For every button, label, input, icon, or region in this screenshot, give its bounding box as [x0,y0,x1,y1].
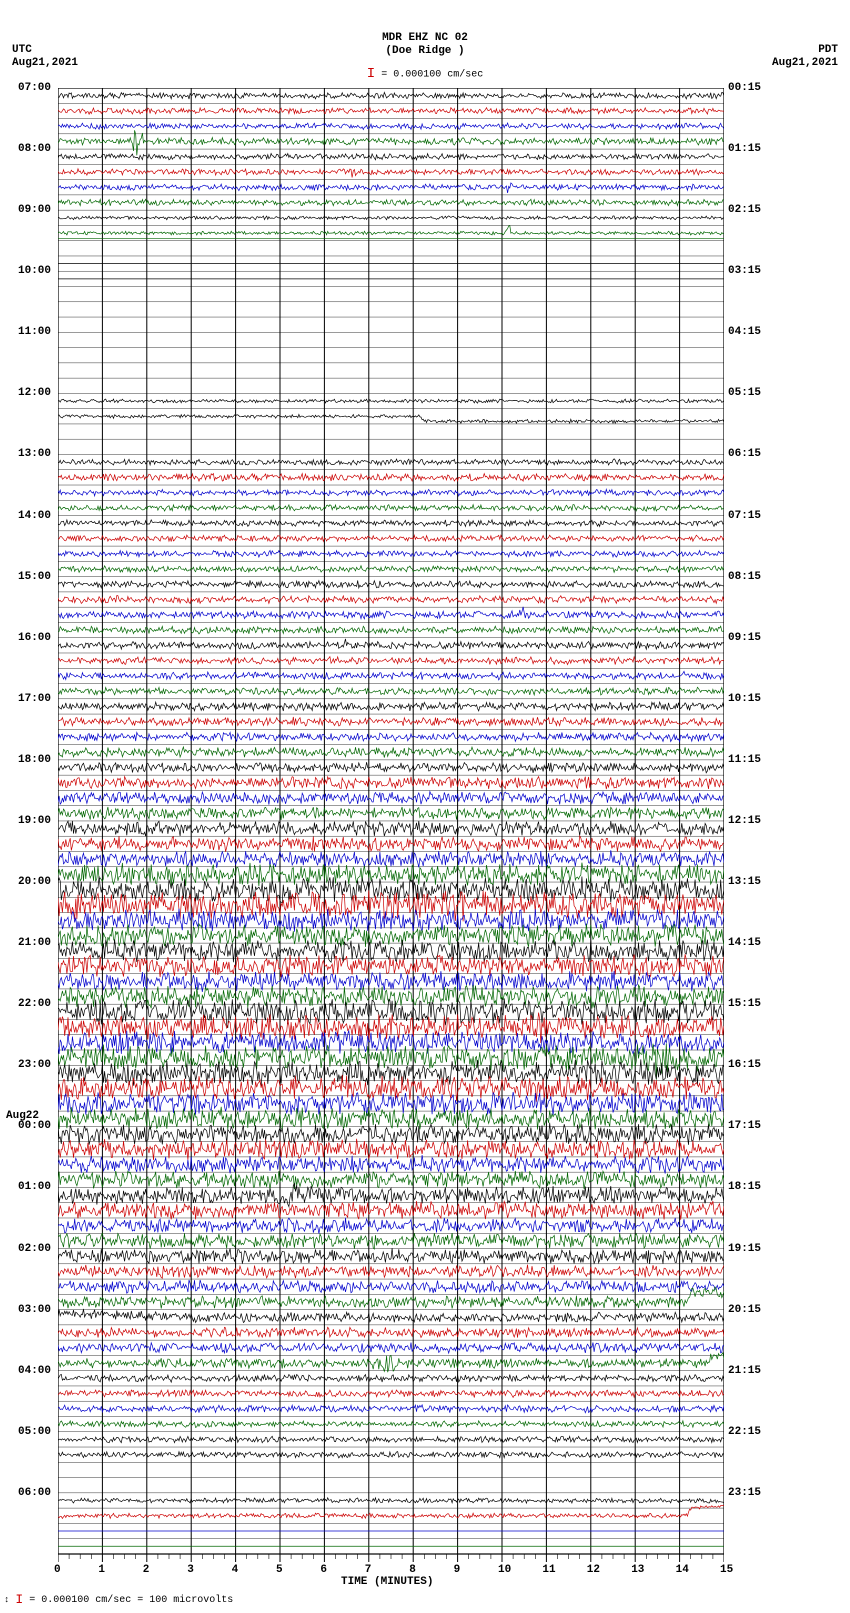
right-hour-label: 17:15 [728,1120,761,1132]
right-tz: PDT [772,44,838,57]
x-tick-label: 1 [98,1564,105,1576]
footer-legend-text: = 0.000100 cm/sec = 100 microvolts [29,1595,233,1606]
x-tick-label: 7 [365,1564,372,1576]
right-hour-label: 07:15 [728,510,761,522]
x-tick-label: 15 [720,1564,733,1576]
left-label: 16:00 [18,632,51,644]
right-hour-label: 01:15 [728,143,761,155]
right-hour-label: 19:15 [728,1243,761,1255]
x-tick-label: 13 [631,1564,644,1576]
left-label: 18:00 [18,754,51,766]
left-label: 14:00 [18,510,51,522]
right-hour-label: 10:15 [728,693,761,705]
x-tick-label: 2 [143,1564,150,1576]
x-tick-label: 0 [54,1564,61,1576]
left-label: 02:00 [18,1243,51,1255]
left-label: 03:00 [18,1304,51,1316]
x-tick-label: 6 [320,1564,327,1576]
left-label: 17:00 [18,693,51,705]
left-label: 01:00 [18,1181,51,1193]
left-label: 22:00 [18,998,51,1010]
right-hour-label: 23:15 [728,1487,761,1499]
left-label: 11:00 [18,326,51,338]
right-hour-label: 13:15 [728,876,761,888]
right-hour-label: 12:15 [728,815,761,827]
right-hour-label: 05:15 [728,387,761,399]
seismogram-svg [58,88,724,1596]
right-hour-label: 21:15 [728,1365,761,1377]
right-hour-label: 11:15 [728,754,761,766]
scale-legend-text: = 0.000100 cm/sec [381,70,483,81]
x-tick-label: 4 [232,1564,239,1576]
right-hour-label: 18:15 [728,1181,761,1193]
x-tick-label: 14 [676,1564,689,1576]
right-hour-label: 09:15 [728,632,761,644]
left-label: 06:00 [18,1487,51,1499]
plot-area [58,88,724,1554]
right-hour-label: 06:15 [728,448,761,460]
left-label: 10:00 [18,265,51,277]
scale-legend: I = 0.000100 cm/sec [0,66,850,82]
right-hour-label: 00:15 [728,82,761,94]
left-label: 21:00 [18,937,51,949]
left-label: 19:00 [18,815,51,827]
header-center: MDR EHZ NC 02 (Doe Ridge ) [0,32,850,58]
left-label: 23:00 [18,1059,51,1071]
left-label: 08:00 [18,143,51,155]
left-label: 13:00 [18,448,51,460]
x-tick-label: 12 [587,1564,600,1576]
left-label: 12:00 [18,387,51,399]
left-label: 15:00 [18,571,51,583]
left-label: 09:00 [18,204,51,216]
left-label: 04:00 [18,1365,51,1377]
footer-legend: ↕ I = 0.000100 cm/sec = 100 microvolts [4,1592,233,1607]
x-tick-label: 11 [542,1564,555,1576]
left-label: 07:00 [18,82,51,94]
x-tick-label: 10 [498,1564,511,1576]
right-hour-label: 16:15 [728,1059,761,1071]
right-hour-label: 15:15 [728,998,761,1010]
right-hour-label: 08:15 [728,571,761,583]
station-line1: MDR EHZ NC 02 [0,32,850,45]
right-hour-label: 04:15 [728,326,761,338]
left-label: 20:00 [18,876,51,888]
x-tick-label: 3 [187,1564,194,1576]
x-axis-title: TIME (MINUTES) [341,1576,433,1588]
right-hour-label: 22:15 [728,1426,761,1438]
station-line2: (Doe Ridge ) [0,45,850,58]
x-tick-label: 5 [276,1564,283,1576]
right-hour-label: 20:15 [728,1304,761,1316]
right-hour-label: 14:15 [728,937,761,949]
day-label: Aug22 [6,1110,39,1122]
left-label: 05:00 [18,1426,51,1438]
right-hour-label: 03:15 [728,265,761,277]
right-hour-label: 02:15 [728,204,761,216]
x-tick-label: 9 [454,1564,461,1576]
x-tick-label: 8 [409,1564,416,1576]
